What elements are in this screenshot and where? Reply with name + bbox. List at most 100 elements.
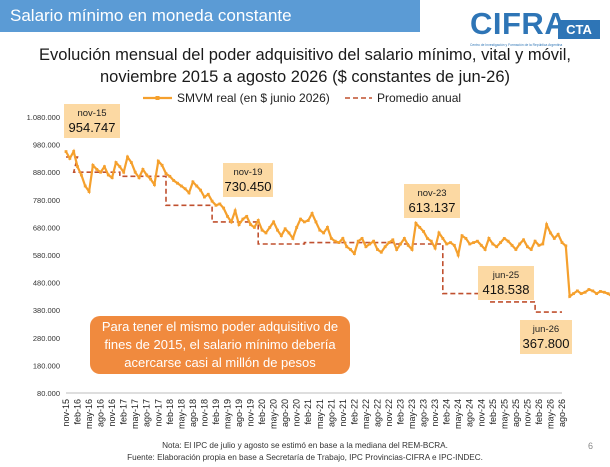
legend-label-average: Promedio anual [377,91,461,105]
x-tick-label: ago-26 [557,399,567,427]
smvm-point [376,248,379,251]
smvm-point [326,226,329,229]
smvm-point [241,217,245,221]
logo-cta-badge: CTA [558,20,600,39]
smvm-point [564,244,568,248]
data-label-box [223,163,273,197]
data-label-value: 730.450 [225,179,272,194]
smvm-point [302,220,306,224]
footnote: Nota: El IPC de julio y agosto se estimó… [162,441,448,450]
smvm-point [110,176,114,180]
x-tick-label: feb-25 [488,399,498,425]
smvm-point [575,289,579,293]
banner-title: Salario mínimo en moneda constante [10,6,292,25]
smvm-point [487,237,491,240]
x-tick-label: nov-16 [107,399,117,427]
smvm-point [429,239,433,243]
smvm-point [537,243,541,247]
smvm-point [153,183,156,187]
smvm-point [506,239,510,243]
y-tick-label: 280.000 [33,334,60,343]
x-tick-label: feb-16 [73,399,83,425]
x-tick-label: may-18 [176,399,186,429]
smvm-point [426,237,429,240]
smvm-point [329,237,333,240]
x-tick-label: may-25 [499,399,509,429]
x-tick-label: ago-17 [142,399,152,427]
smvm-point [349,248,352,251]
source-note: Fuente: Elaboración propia en base a Sec… [127,453,483,462]
smvm-point [76,165,79,169]
smvm-point [433,246,437,250]
smvm-point [187,191,191,195]
smvm-point [602,290,606,294]
data-label-value: 954.747 [69,120,116,135]
smvm-point [333,239,337,243]
smvm-point [279,234,283,238]
smvm-point [118,165,122,169]
smvm-point [572,292,575,296]
smvm-point [364,245,368,249]
y-tick-label: 780.000 [33,196,60,205]
data-label-box [64,104,120,138]
x-tick-label: nov-17 [153,399,163,427]
smvm-point [464,237,468,240]
callout-box: Para tener el mismo poder adquisitivo de… [90,316,350,374]
smvm-point [522,238,525,242]
smvm-point [372,239,375,243]
smvm-point [268,226,272,229]
smvm-point [233,209,237,213]
smvm-point [533,239,537,243]
smvm-point [395,248,399,251]
x-tick-label: feb-26 [534,399,544,425]
smvm-point [218,202,222,206]
x-tick-label: feb-24 [442,399,452,425]
smvm-point [179,184,183,188]
smvm-point [222,206,226,210]
smvm-point [591,289,595,293]
y-tick-label: 680.000 [33,223,60,232]
smvm-point [256,219,260,222]
x-tick-label: ago-22 [372,399,382,427]
chart-title-line-2: noviembre 2015 a agosto 2026 ($ constant… [99,68,511,86]
logo-subtitle: Centro de Investigación y Formación de l… [470,43,563,47]
smvm-point [441,237,445,240]
x-tick-label: feb-18 [165,399,175,425]
y-tick-label: 1.080.000 [27,113,60,122]
x-tick-label: ago-23 [419,399,429,427]
smvm-point [106,173,110,177]
smvm-point [137,176,141,180]
data-label-box [520,320,572,354]
y-tick-label: 580.000 [33,251,60,260]
smvm-point [322,231,326,235]
smvm-point [99,170,103,174]
x-tick-label: nov-15 [61,399,71,427]
smvm-point [449,241,452,244]
smvm-point [437,231,441,235]
chart-title: Evolución mensual del poder adquisitivo … [20,44,590,88]
smvm-point [341,237,345,240]
x-tick-label: feb-20 [257,399,267,425]
smvm-point [472,241,475,244]
data-label-value: 367.800 [523,336,570,351]
data-label-date: jun-26 [532,324,559,335]
smvm-point [406,243,410,247]
y-tick-label: 180.000 [33,361,60,370]
smvm-point [295,226,299,229]
x-tick-label: nov-19 [246,399,256,427]
x-tick-label: feb-19 [211,399,221,425]
x-tick-label: may-26 [545,399,555,429]
smvm-point [387,241,391,244]
data-label-date: jun-25 [492,270,519,281]
x-tick-label: nov-25 [522,399,532,427]
legend-marker-smvm [155,96,160,100]
x-tick-label: may-19 [222,399,232,429]
smvm-point [114,161,118,164]
x-tick-label: feb-22 [349,399,359,425]
smvm-point [510,243,514,247]
smvm-point [514,248,518,251]
smvm-point [145,173,149,177]
smvm-point [356,239,360,243]
smvm-point [468,242,472,246]
smvm-point [599,290,602,293]
